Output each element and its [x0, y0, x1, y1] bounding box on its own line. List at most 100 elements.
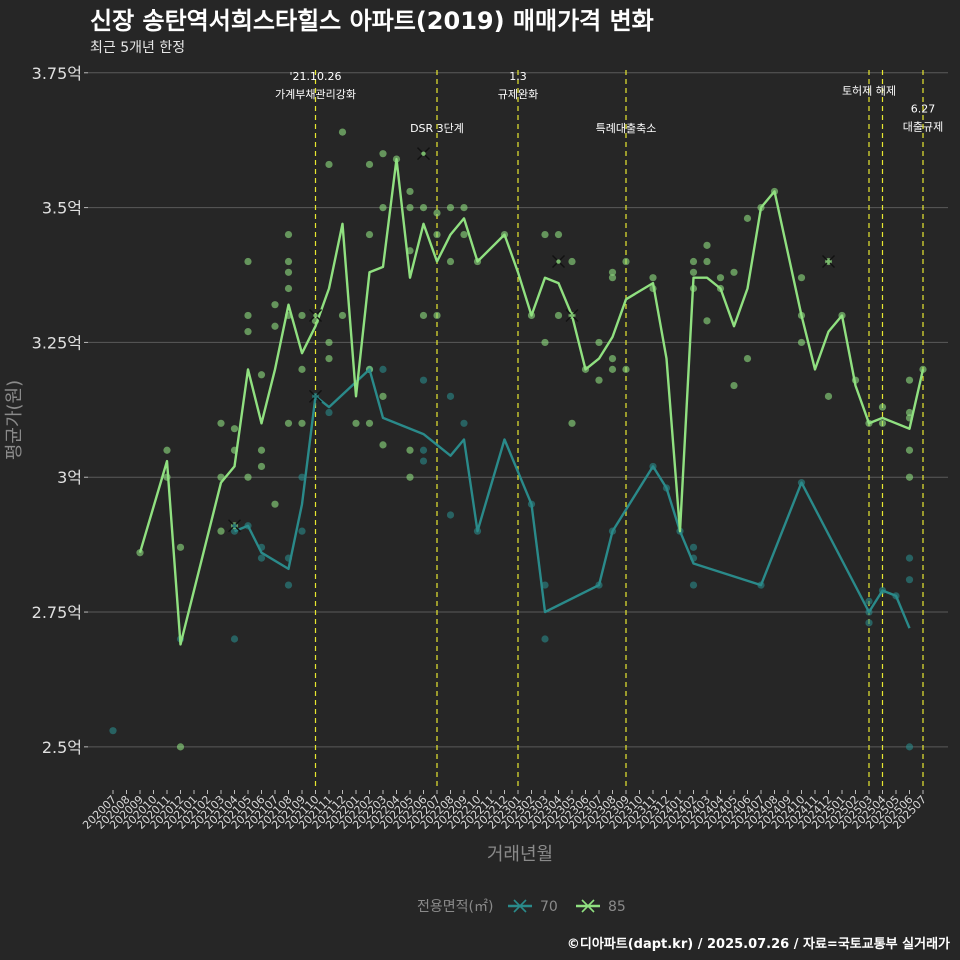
legend-item-85: 85	[576, 899, 626, 915]
data-point-85	[622, 365, 630, 373]
y-tick-label: 3.25억	[32, 333, 82, 352]
data-point-85	[460, 204, 468, 212]
data-point-85	[797, 338, 806, 347]
data-point-85	[406, 446, 414, 454]
y-tick-label: 2.5억	[42, 738, 82, 757]
data-point-85	[703, 241, 711, 249]
data-point-85	[689, 257, 698, 266]
series-lines	[138, 157, 925, 646]
data-point-85	[257, 446, 266, 454]
legend-title: 전용면적(㎡)	[417, 899, 493, 915]
data-point-85	[379, 392, 387, 400]
data-point-85	[379, 441, 387, 449]
data-point-85	[406, 187, 414, 196]
legend-x	[513, 899, 527, 913]
data-point-70	[689, 581, 698, 589]
data-point-85	[568, 419, 576, 427]
data-point-85	[905, 473, 914, 481]
data-point-85	[433, 311, 441, 320]
data-point-85	[622, 257, 630, 266]
y-tick-label: 3.75억	[32, 64, 82, 83]
data-point-85	[743, 214, 752, 222]
x-marker	[552, 255, 565, 269]
x-marker	[822, 255, 835, 269]
data-point-85	[271, 500, 279, 508]
data-point-85	[244, 328, 252, 336]
x-marker-center	[313, 394, 318, 399]
data-point-70	[460, 419, 468, 427]
x-marker	[309, 389, 322, 403]
data-point-85	[730, 268, 738, 276]
data-point-85	[271, 301, 279, 309]
data-point-70	[419, 376, 428, 384]
legend-label: 85	[608, 899, 626, 915]
data-point-85	[730, 381, 738, 390]
y-tick-label: 3억	[57, 468, 82, 487]
event-label: 규제완화	[498, 88, 538, 101]
data-point-85	[595, 338, 603, 347]
data-point-85	[554, 311, 563, 320]
data-point-70	[257, 554, 266, 562]
data-point-70	[905, 554, 914, 562]
data-point-70	[284, 581, 293, 589]
x-marker	[228, 519, 241, 533]
x-marker	[565, 308, 579, 322]
data-point-85	[541, 230, 549, 239]
legend-x	[581, 899, 595, 913]
data-point-85	[244, 257, 252, 266]
data-point-85	[878, 419, 887, 427]
data-point-70	[905, 576, 914, 584]
event-label: 6.27	[911, 102, 936, 115]
data-point-85	[298, 365, 306, 373]
data-point-85	[217, 527, 225, 535]
data-point-85	[743, 354, 752, 363]
data-point-85	[460, 230, 468, 239]
data-point-85	[338, 128, 347, 136]
data-point-85	[176, 743, 185, 751]
data-point-85	[325, 160, 333, 169]
data-point-85	[419, 204, 428, 212]
data-point-85	[163, 446, 171, 454]
data-point-85	[433, 230, 441, 239]
data-point-85	[271, 322, 279, 330]
data-point-85	[352, 419, 360, 427]
data-point-85	[176, 543, 185, 551]
gridlines	[84, 72, 948, 794]
event-label: 1.3	[509, 70, 527, 83]
data-point-85	[136, 549, 144, 557]
event-lines	[314, 70, 924, 790]
data-point-70	[541, 635, 549, 643]
legend-item-70: 70	[508, 899, 558, 915]
data-point-85	[608, 365, 617, 373]
event-label: 특례대출축소	[596, 122, 657, 135]
data-point-85	[433, 209, 441, 217]
data-point-85	[257, 371, 266, 379]
data-point-70	[298, 473, 306, 481]
data-point-85	[919, 365, 927, 373]
data-point-85	[325, 338, 333, 347]
chart-title: 신장 송탄역서희스타힐스 아파트(2019) 매매가격 변화	[90, 7, 654, 35]
data-point-85	[689, 268, 698, 276]
data-point-85	[284, 257, 293, 266]
data-point-70	[446, 392, 455, 400]
x-marker	[309, 308, 322, 322]
data-point-85	[905, 376, 914, 384]
data-point-85	[298, 311, 306, 320]
event-label: 대출규제	[903, 120, 943, 133]
data-point-85	[365, 230, 374, 239]
event-label: DSR 3단계	[410, 122, 464, 135]
series-line-85	[138, 157, 925, 646]
data-point-85	[797, 274, 806, 282]
data-point-85	[325, 354, 333, 363]
x-markers	[228, 147, 835, 533]
data-point-70	[230, 635, 239, 643]
data-point-85	[446, 204, 455, 212]
data-point-85	[446, 257, 455, 266]
data-point-85	[608, 354, 617, 363]
x-marker-center	[826, 259, 831, 264]
data-point-85	[568, 257, 576, 266]
data-point-85	[244, 311, 252, 320]
event-label: 토허제 해제	[842, 83, 896, 97]
